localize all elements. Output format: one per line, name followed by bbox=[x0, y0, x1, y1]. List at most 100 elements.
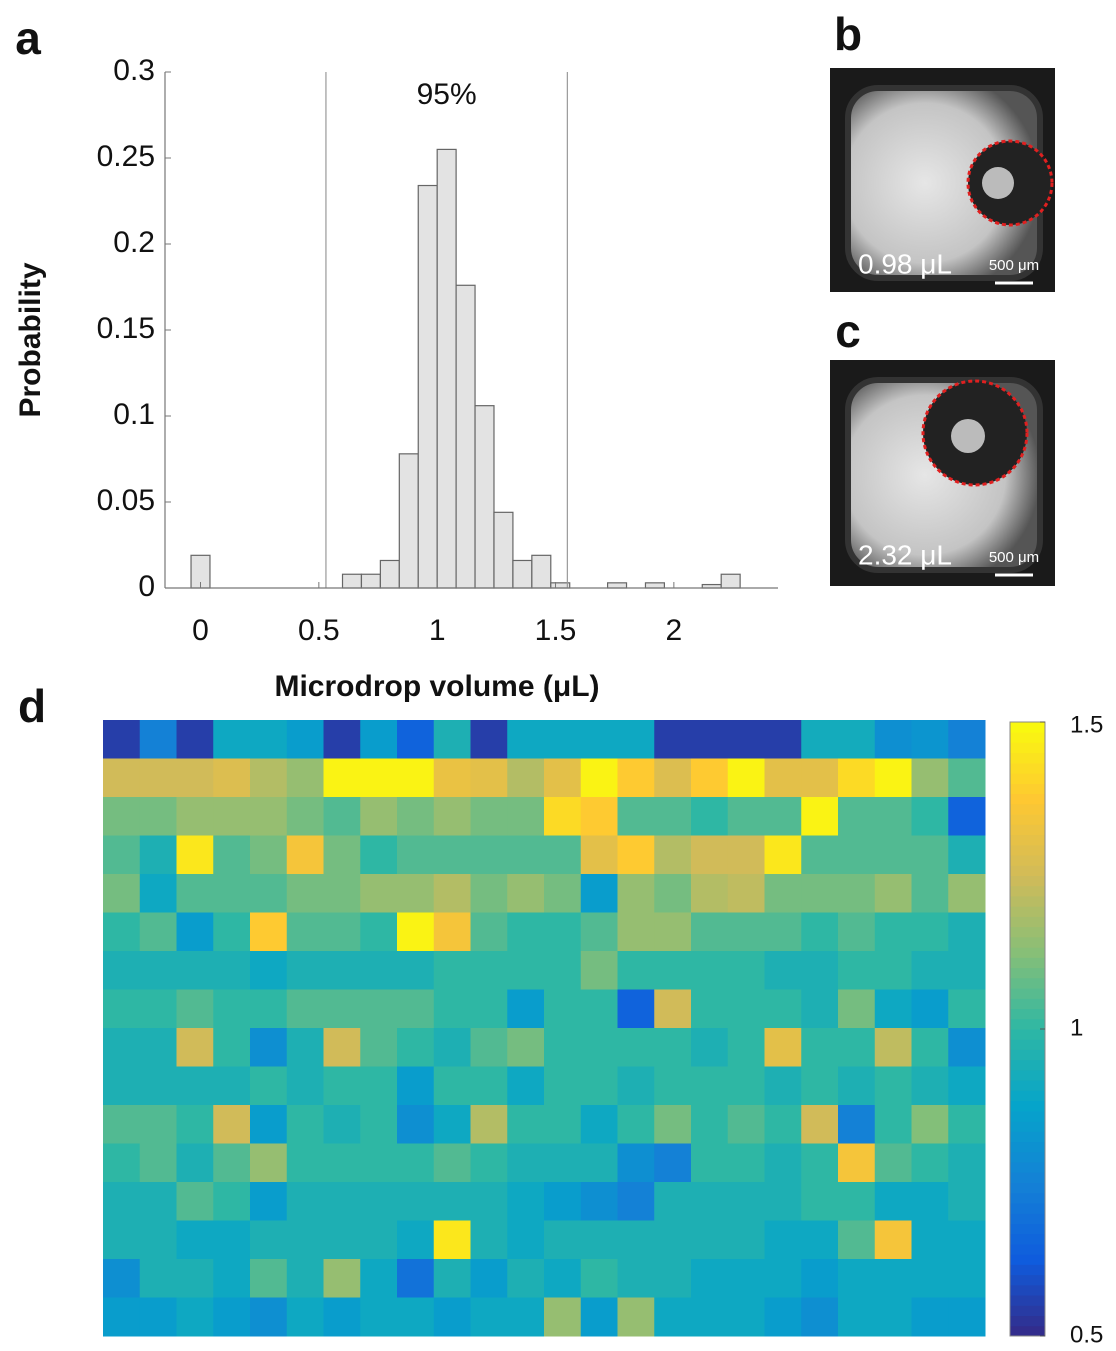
colorbar-tick-label: 0.5 bbox=[1070, 1321, 1103, 1348]
heatmap-cell bbox=[397, 758, 435, 798]
heatmap-cell bbox=[470, 951, 508, 990]
colorbar-segment bbox=[1010, 1284, 1045, 1296]
heatmap-cell bbox=[433, 835, 471, 875]
heatmap-cell bbox=[323, 797, 361, 836]
heatmap-cell bbox=[544, 1297, 582, 1337]
heatmap-cell bbox=[470, 1297, 508, 1337]
heatmap-cell bbox=[213, 797, 251, 836]
scale-label: 500 μm bbox=[989, 257, 1039, 274]
heatmap-cell bbox=[580, 758, 618, 798]
heatmap-cell bbox=[139, 835, 177, 875]
heatmap-cell bbox=[360, 1182, 398, 1221]
heatmap-cell bbox=[727, 797, 765, 836]
heatmap-cell bbox=[801, 1028, 839, 1067]
colorbar-segment bbox=[1010, 1254, 1045, 1265]
heatmap-cell bbox=[213, 1182, 251, 1221]
heatmap-cell bbox=[654, 912, 692, 952]
colorbar-segment bbox=[1010, 1264, 1045, 1276]
heatmap-cell bbox=[948, 912, 986, 952]
heatmap-cell bbox=[139, 1259, 177, 1298]
heatmap-cell bbox=[948, 951, 986, 990]
heatmap-cell bbox=[654, 1182, 692, 1221]
heatmap-cell bbox=[103, 989, 141, 1029]
heatmap-cell bbox=[286, 1066, 324, 1106]
heatmap-cell bbox=[397, 1028, 435, 1067]
heatmap-cell bbox=[838, 1066, 876, 1106]
heatmap-cell bbox=[176, 912, 214, 952]
colorbar-segment bbox=[1010, 1223, 1045, 1235]
colorbar-segment bbox=[1010, 1192, 1045, 1204]
heatmap-cell bbox=[580, 797, 618, 836]
colorbar-segment bbox=[1010, 1110, 1045, 1122]
heatmap-cell bbox=[433, 1143, 471, 1183]
heatmap-cell bbox=[874, 874, 912, 913]
heatmap-cell bbox=[470, 1259, 508, 1298]
heatmap-cell bbox=[764, 758, 802, 798]
heatmap-cell bbox=[617, 835, 655, 875]
bar bbox=[360, 573, 381, 589]
heatmap-cell bbox=[433, 1220, 471, 1260]
heatmap-cell bbox=[286, 989, 324, 1029]
heatmap-cell bbox=[764, 1105, 802, 1144]
heatmap-cell bbox=[838, 1297, 876, 1337]
heatmap-cell bbox=[874, 1028, 912, 1067]
heatmap-cell bbox=[397, 1143, 435, 1183]
heatmap-cell bbox=[470, 1066, 508, 1106]
heatmap-cell bbox=[360, 1297, 398, 1337]
heatmap-cell bbox=[360, 720, 398, 759]
heatmap-cell bbox=[360, 874, 398, 913]
heatmap-cell bbox=[360, 951, 398, 990]
heatmap-cell bbox=[213, 951, 251, 990]
heatmap-cell bbox=[176, 1066, 214, 1106]
heatmap-cell bbox=[213, 1143, 251, 1183]
heatmap-cell bbox=[911, 1220, 949, 1260]
heatmap-cell bbox=[874, 720, 912, 759]
heatmap-cell bbox=[691, 758, 729, 798]
heatmap-cell bbox=[139, 951, 177, 990]
heatmap-cell bbox=[323, 1259, 361, 1298]
heatmap-cell bbox=[103, 720, 141, 759]
heatmap-cell bbox=[691, 1143, 729, 1183]
heatmap-cell bbox=[838, 758, 876, 798]
heatmap-cell bbox=[654, 951, 692, 990]
colorbar-segment bbox=[1010, 1069, 1045, 1081]
heatmap-cell bbox=[286, 1220, 324, 1260]
heatmap-cell bbox=[213, 1297, 251, 1337]
heatmap-cell bbox=[838, 1105, 876, 1144]
heatmap-cell bbox=[470, 1028, 508, 1067]
heatmap-cell bbox=[103, 1182, 141, 1221]
heatmap-cell bbox=[250, 835, 288, 875]
colorbar-segment bbox=[1010, 1233, 1045, 1245]
colorbar-segment bbox=[1010, 1305, 1045, 1317]
heatmap-cell bbox=[433, 758, 471, 798]
heatmap-cell bbox=[580, 1066, 618, 1106]
heatmap-cell bbox=[727, 1066, 765, 1106]
y-tick-label: 0.1 bbox=[113, 398, 155, 431]
volume-label: 2.32 μL bbox=[858, 539, 952, 570]
heatmap-cell bbox=[544, 1220, 582, 1260]
heatmap-cell bbox=[727, 1028, 765, 1067]
colorbar-segment bbox=[1010, 1121, 1045, 1132]
heatmap-cell bbox=[139, 1297, 177, 1337]
heatmap-cell bbox=[948, 1220, 986, 1260]
heatmap-cell bbox=[103, 874, 141, 913]
heatmap-cell bbox=[948, 989, 986, 1029]
heatmap-cell bbox=[874, 1220, 912, 1260]
colorbar-segment bbox=[1010, 1080, 1045, 1091]
heatmap-cell bbox=[323, 874, 361, 913]
colorbar-segment bbox=[1010, 752, 1045, 764]
heatmap-cell bbox=[764, 1297, 802, 1337]
heatmap-cell bbox=[874, 1143, 912, 1183]
colorbar-segment bbox=[1010, 1059, 1045, 1071]
heatmap-cell bbox=[874, 1259, 912, 1298]
heatmap-cell bbox=[801, 1297, 839, 1337]
heatmap-cell bbox=[948, 835, 986, 875]
heatmap-cell bbox=[250, 1182, 288, 1221]
heatmap-cell bbox=[250, 989, 288, 1029]
heatmap-cell bbox=[911, 1028, 949, 1067]
colorbar-segment bbox=[1010, 844, 1045, 856]
heatmap-cell bbox=[580, 951, 618, 990]
heatmap-cell bbox=[801, 912, 839, 952]
heatmap-cell bbox=[470, 720, 508, 759]
colorbar-segment bbox=[1010, 1151, 1045, 1163]
